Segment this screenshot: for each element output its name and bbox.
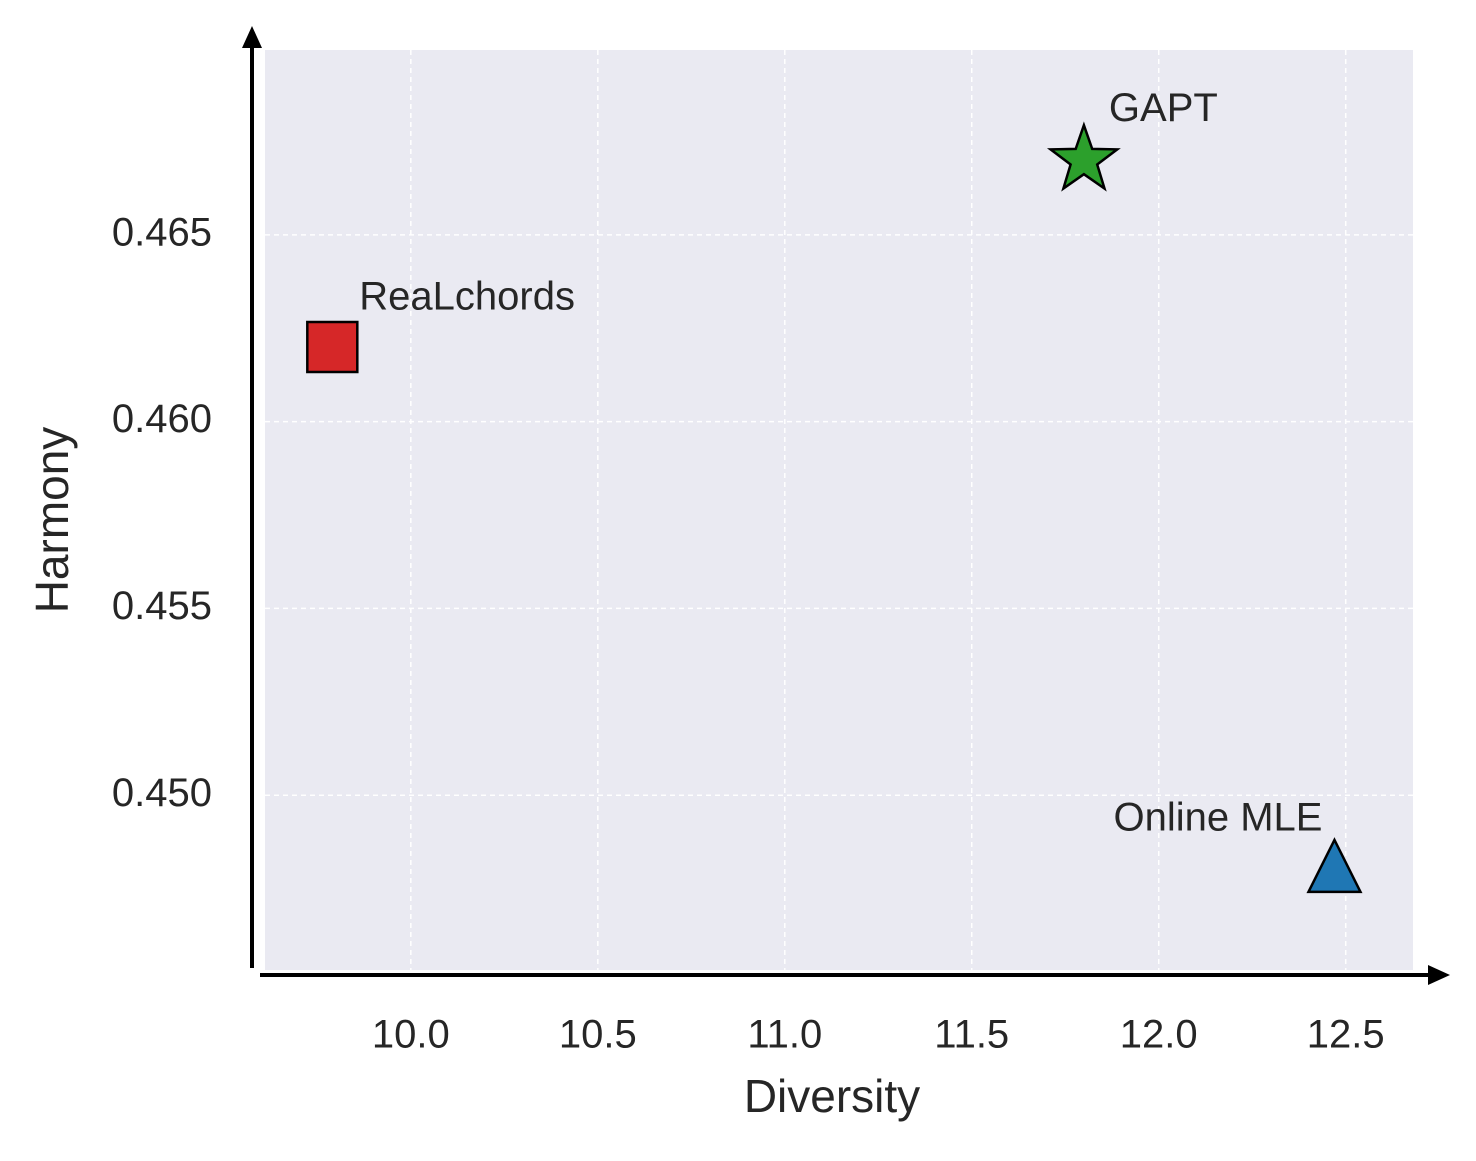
y-tick-label: 0.465 bbox=[112, 210, 212, 254]
marker bbox=[1046, 121, 1121, 192]
x-tick-label: 12.5 bbox=[1307, 1013, 1385, 1057]
x-tick-label: 12.0 bbox=[1120, 1013, 1198, 1057]
y-axis-arrow bbox=[242, 26, 262, 48]
x-tick-label: 10.5 bbox=[559, 1013, 637, 1057]
marks bbox=[306, 121, 1363, 894]
x-axis-label: Diversity bbox=[744, 1070, 920, 1122]
point-label: ReaLchords bbox=[359, 275, 575, 319]
point-label: GAPT bbox=[1109, 86, 1218, 130]
marker bbox=[306, 320, 359, 374]
y-tick-label: 0.460 bbox=[112, 397, 212, 441]
x-tick-label: 10.0 bbox=[372, 1013, 450, 1057]
y-tick-label: 0.455 bbox=[112, 584, 212, 628]
x-axis-arrow bbox=[1428, 965, 1450, 985]
marker bbox=[1306, 837, 1363, 894]
x-tick-label: 11.5 bbox=[934, 1013, 1009, 1057]
y-axis-label: Harmony bbox=[26, 427, 78, 614]
point-label: Online MLE bbox=[1113, 795, 1322, 839]
plot-area bbox=[265, 50, 1413, 970]
grid bbox=[265, 50, 1413, 970]
x-tick-label: 11.0 bbox=[747, 1013, 822, 1057]
y-tick-label: 0.450 bbox=[112, 771, 212, 815]
